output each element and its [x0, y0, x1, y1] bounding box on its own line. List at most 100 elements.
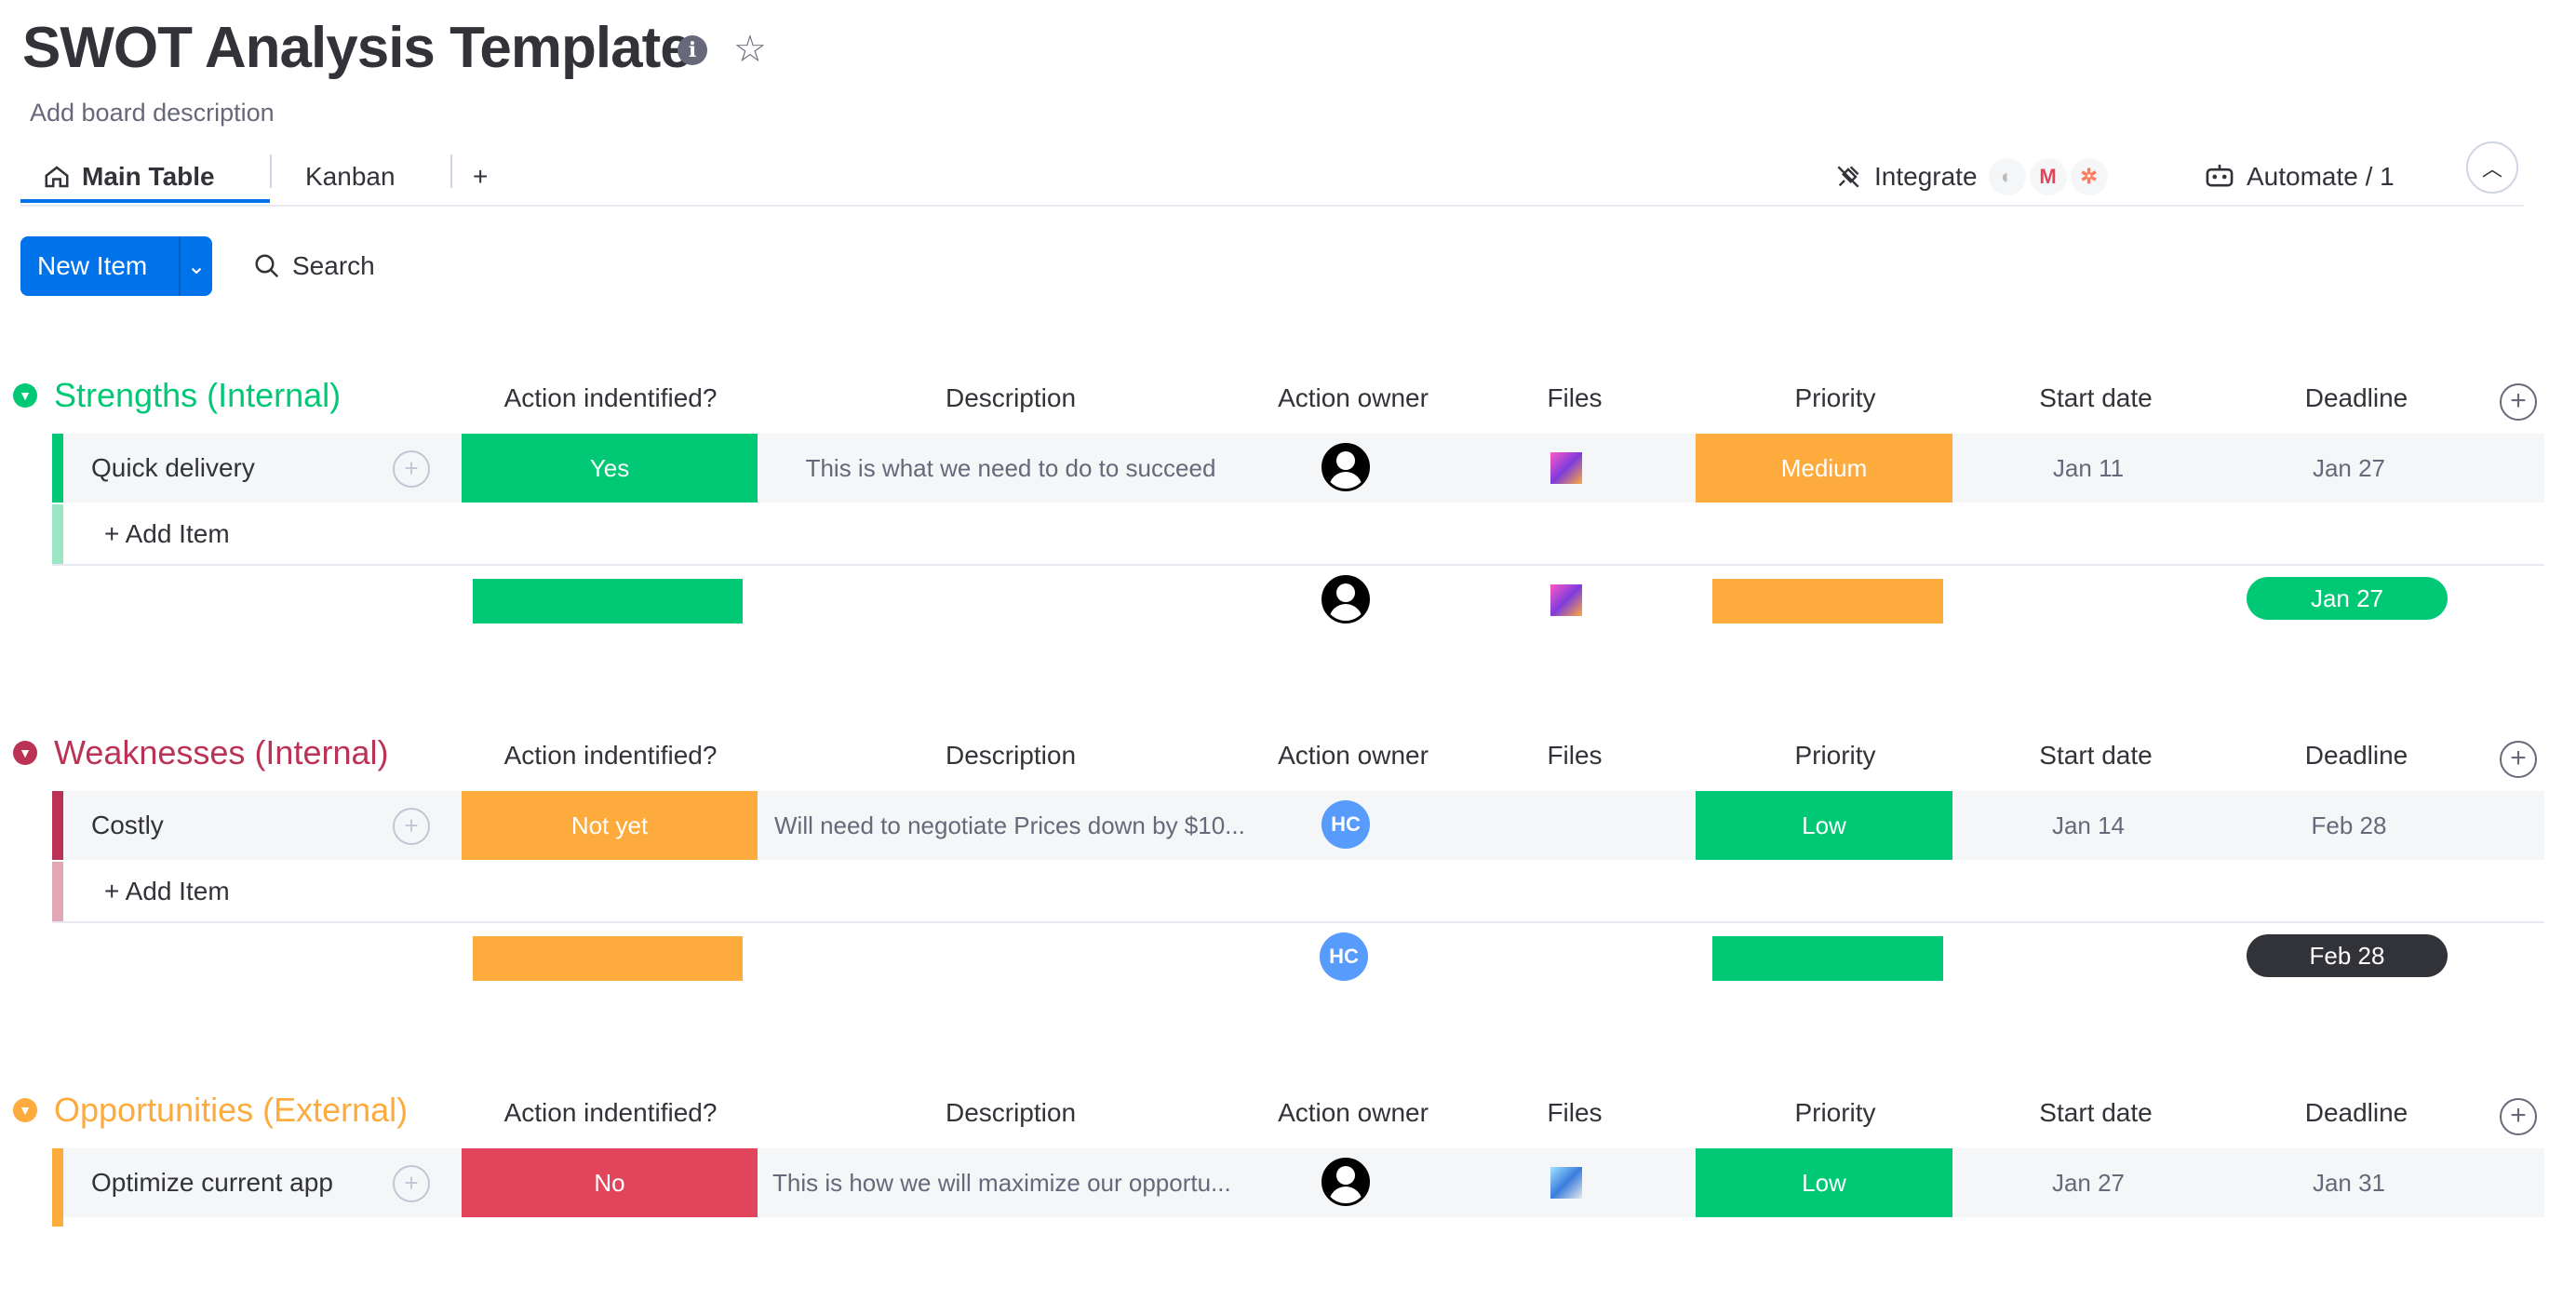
automate-label: Automate / 1	[2247, 162, 2395, 191]
file-thumbnail[interactable]	[1550, 1167, 1582, 1199]
group-color-bar-light	[52, 504, 63, 564]
add-view-label: +	[473, 162, 489, 191]
person-avatar-icon	[1322, 1158, 1370, 1206]
group-title-label: Opportunities (External)	[54, 1091, 409, 1129]
group-title-weaknesses[interactable]: ▼ Weaknesses (Internal)	[13, 733, 389, 772]
start-date-cell[interactable]: Jan 14	[2051, 811, 2126, 839]
column-header-priority[interactable]: Priority	[1794, 741, 1876, 770]
person-avatar-icon	[1322, 575, 1370, 623]
owner-avatar-initials[interactable]: HC	[1322, 800, 1370, 849]
add-column-button[interactable]: +	[2500, 741, 2537, 778]
owner-cell[interactable]	[1322, 443, 1370, 491]
column-header-deadline[interactable]: Deadline	[2304, 741, 2408, 770]
start-date-cell[interactable]: Jan 11	[2052, 453, 2125, 482]
search-button[interactable]: Search	[253, 244, 375, 288]
add-update-icon[interactable]: +	[393, 808, 430, 845]
column-header-description[interactable]: Description	[945, 1098, 1077, 1127]
gmail-logo-icon: M	[2029, 158, 2067, 195]
column-header-priority[interactable]: Priority	[1794, 1098, 1876, 1127]
column-header-files[interactable]: Files	[1547, 1098, 1603, 1127]
description-cell[interactable]: This is how we will maximize our opportu…	[772, 1168, 1231, 1197]
home-icon	[45, 166, 69, 188]
mailchimp-logo-icon: ◐	[1988, 158, 2026, 195]
deadline-cell[interactable]: Jan 31	[2312, 1168, 2386, 1197]
column-header-action[interactable]: Action indentified?	[503, 741, 718, 770]
column-header-files[interactable]: Files	[1547, 741, 1603, 770]
chevron-down-icon[interactable]: ⌄	[186, 253, 207, 279]
item-name[interactable]: Quick delivery	[91, 453, 255, 482]
add-item-row[interactable]	[52, 504, 2544, 566]
add-view-button[interactable]: +	[473, 149, 488, 205]
board-description[interactable]: Add board description	[30, 99, 275, 127]
search-icon	[255, 254, 279, 278]
tab-kanban-label: Kanban	[305, 162, 396, 191]
star-icon[interactable]: ☆	[733, 29, 767, 70]
column-header-files[interactable]: Files	[1547, 383, 1603, 412]
deadline-cell[interactable]: Feb 28	[2311, 811, 2387, 839]
column-header-description[interactable]: Description	[945, 741, 1077, 770]
integrate-plug-icon	[1837, 166, 1859, 188]
column-header-deadline[interactable]: Deadline	[2304, 383, 2408, 412]
column-header-priority[interactable]: Priority	[1794, 383, 1876, 412]
description-cell[interactable]: This is what we need to do to succeed	[805, 453, 1216, 482]
description-cell[interactable]: Will need to negotiate Prices down by $1…	[774, 811, 1245, 839]
header-divider	[20, 205, 2524, 207]
tab-main-table[interactable]: Main Table	[43, 149, 215, 205]
deadline-cell[interactable]: Jan 27	[2312, 453, 2386, 482]
board-title[interactable]: SWOT Analysis Template	[22, 16, 692, 80]
search-label: Search	[292, 251, 375, 280]
group-collapse-icon[interactable]: ▼	[13, 741, 37, 765]
summary-action-bar	[473, 579, 743, 623]
column-header-start-date[interactable]: Start date	[2039, 741, 2153, 770]
priority-cell[interactable]: Medium	[1696, 434, 1952, 503]
owner-cell[interactable]	[1322, 1158, 1370, 1206]
active-tab-indicator	[20, 199, 270, 203]
group-title-strengths[interactable]: ▼ Strengths (Internal)	[13, 376, 341, 415]
column-header-start-date[interactable]: Start date	[2039, 1098, 2153, 1127]
action-status-cell[interactable]: Yes	[462, 434, 758, 503]
priority-cell[interactable]: Low	[1696, 1148, 1952, 1217]
item-name[interactable]: Costly	[91, 811, 164, 839]
group-collapse-icon[interactable]: ▼	[13, 1098, 37, 1122]
tab-kanban[interactable]: Kanban	[305, 149, 396, 205]
column-header-deadline[interactable]: Deadline	[2304, 1098, 2408, 1127]
new-item-button[interactable]: New Item ⌄	[20, 236, 212, 296]
summary-priority-bar	[1712, 936, 1943, 981]
add-update-icon[interactable]: +	[393, 450, 430, 488]
chevron-up-icon: ︿	[2481, 157, 2502, 181]
collapse-header-button[interactable]: ︿	[2466, 141, 2518, 194]
column-header-action[interactable]: Action indentified?	[503, 383, 718, 412]
button-separator	[179, 236, 181, 296]
column-header-owner[interactable]: Action owner	[1278, 741, 1429, 770]
integrate-label: Integrate	[1874, 162, 1978, 191]
column-header-owner[interactable]: Action owner	[1278, 383, 1429, 412]
summary-owner-initials: HC	[1320, 932, 1368, 981]
item-name[interactable]: Optimize current app	[91, 1168, 333, 1197]
add-item-button[interactable]: + Add Item	[104, 519, 230, 548]
column-header-start-date[interactable]: Start date	[2039, 383, 2153, 412]
column-header-description[interactable]: Description	[945, 383, 1077, 412]
add-item-row[interactable]	[52, 862, 2544, 923]
add-column-button[interactable]: +	[2500, 383, 2537, 421]
add-item-button[interactable]: + Add Item	[104, 877, 230, 905]
summary-deadline-pill: Feb 28	[2247, 934, 2448, 977]
action-status-cell[interactable]: No	[462, 1148, 758, 1217]
action-status-cell[interactable]: Not yet	[462, 791, 758, 860]
group-collapse-icon[interactable]: ▼	[13, 383, 37, 408]
file-thumbnail[interactable]	[1550, 452, 1582, 484]
hubspot-logo-icon: ✲	[2070, 158, 2108, 195]
integrate-button[interactable]: Integrate ◐ M ✲	[1833, 149, 2108, 205]
summary-priority-bar	[1712, 579, 1943, 623]
priority-cell[interactable]: Low	[1696, 791, 1952, 860]
robot-icon	[2206, 164, 2234, 187]
column-header-owner[interactable]: Action owner	[1278, 1098, 1429, 1127]
add-column-button[interactable]: +	[2500, 1098, 2537, 1135]
tab-divider	[450, 154, 452, 188]
group-title-opportunities[interactable]: ▼ Opportunities (External)	[13, 1091, 408, 1130]
column-header-action[interactable]: Action indentified?	[503, 1098, 718, 1127]
tab-main-table-label: Main Table	[82, 162, 215, 191]
start-date-cell[interactable]: Jan 27	[2051, 1168, 2126, 1197]
add-update-icon[interactable]: +	[393, 1165, 430, 1202]
automate-button[interactable]: Automate / 1	[2204, 149, 2395, 205]
info-icon[interactable]: i	[678, 35, 707, 65]
